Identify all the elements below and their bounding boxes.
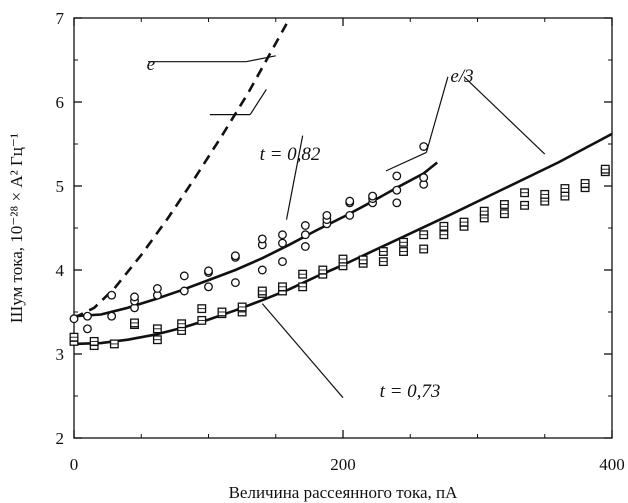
x-tick-label-200: 200 [330, 455, 356, 474]
x-tick-label-400: 400 [599, 455, 625, 474]
circle-marker [278, 257, 287, 267]
circle-marker [204, 266, 213, 276]
annotation-t-upper: t = 0,82 [260, 144, 321, 165]
x-axis-label: Величина рассеянного тока, пА [229, 483, 459, 502]
circle-marker [230, 278, 240, 288]
y-tick-label-3: 3 [56, 345, 65, 364]
circle-marker [204, 282, 213, 292]
circle-marker [322, 210, 332, 220]
y-tick-label-7: 7 [56, 9, 65, 28]
axis-ticks [73, 17, 613, 439]
pointer-line [463, 76, 546, 155]
annotation-t-lower: t = 0,73 [380, 381, 441, 402]
circle-marker [130, 292, 139, 302]
circle-marker [107, 311, 117, 321]
pointer-line [249, 89, 267, 115]
circle-marker [257, 265, 267, 275]
circle-marker [392, 185, 402, 195]
circle-marker [278, 238, 287, 248]
circle-marker [368, 191, 378, 201]
fit-curve-1 [73, 161, 439, 318]
pointer-line [425, 76, 449, 153]
circle-marker [419, 142, 429, 151]
circle-marker [345, 210, 355, 220]
circle-marker [179, 271, 189, 281]
circle-marker [419, 173, 429, 183]
circle-marker [152, 284, 162, 293]
pointer-line [246, 55, 276, 63]
circle-marker [278, 230, 287, 240]
pointer-line [285, 135, 304, 220]
circle-marker [230, 251, 240, 261]
circle-marker [179, 286, 189, 296]
circle-marker [69, 314, 79, 324]
y-tick-label-6: 6 [56, 93, 65, 112]
plot-frame [73, 17, 613, 439]
x-tick-label-0: 0 [70, 455, 79, 474]
circle-marker [300, 242, 310, 251]
annotation-e: e [147, 54, 155, 75]
circle-marker [82, 311, 92, 321]
dashed-curve-e [73, 23, 288, 320]
annotation-e-third: e/3 [450, 66, 473, 87]
circle-marker [300, 221, 310, 230]
y-tick-label-5: 5 [56, 177, 65, 196]
circle-marker [107, 290, 117, 300]
y-axis-label: Шум тока, 10⁻²⁸ × А² Гц⁻¹ [7, 133, 26, 323]
pointer-line [385, 151, 427, 172]
circle-marker [392, 171, 402, 181]
circle-marker [257, 234, 267, 244]
data-markers [69, 142, 610, 351]
y-tick-label-4: 4 [56, 261, 65, 280]
pointer-line [261, 303, 344, 399]
fit-curve-2 [73, 132, 613, 346]
circle-marker [392, 198, 402, 208]
annotation-pointers [147, 55, 546, 399]
circle-marker [345, 196, 355, 206]
y-tick-label-2: 2 [56, 429, 65, 448]
circle-marker [82, 324, 92, 334]
circle-marker [300, 230, 310, 240]
